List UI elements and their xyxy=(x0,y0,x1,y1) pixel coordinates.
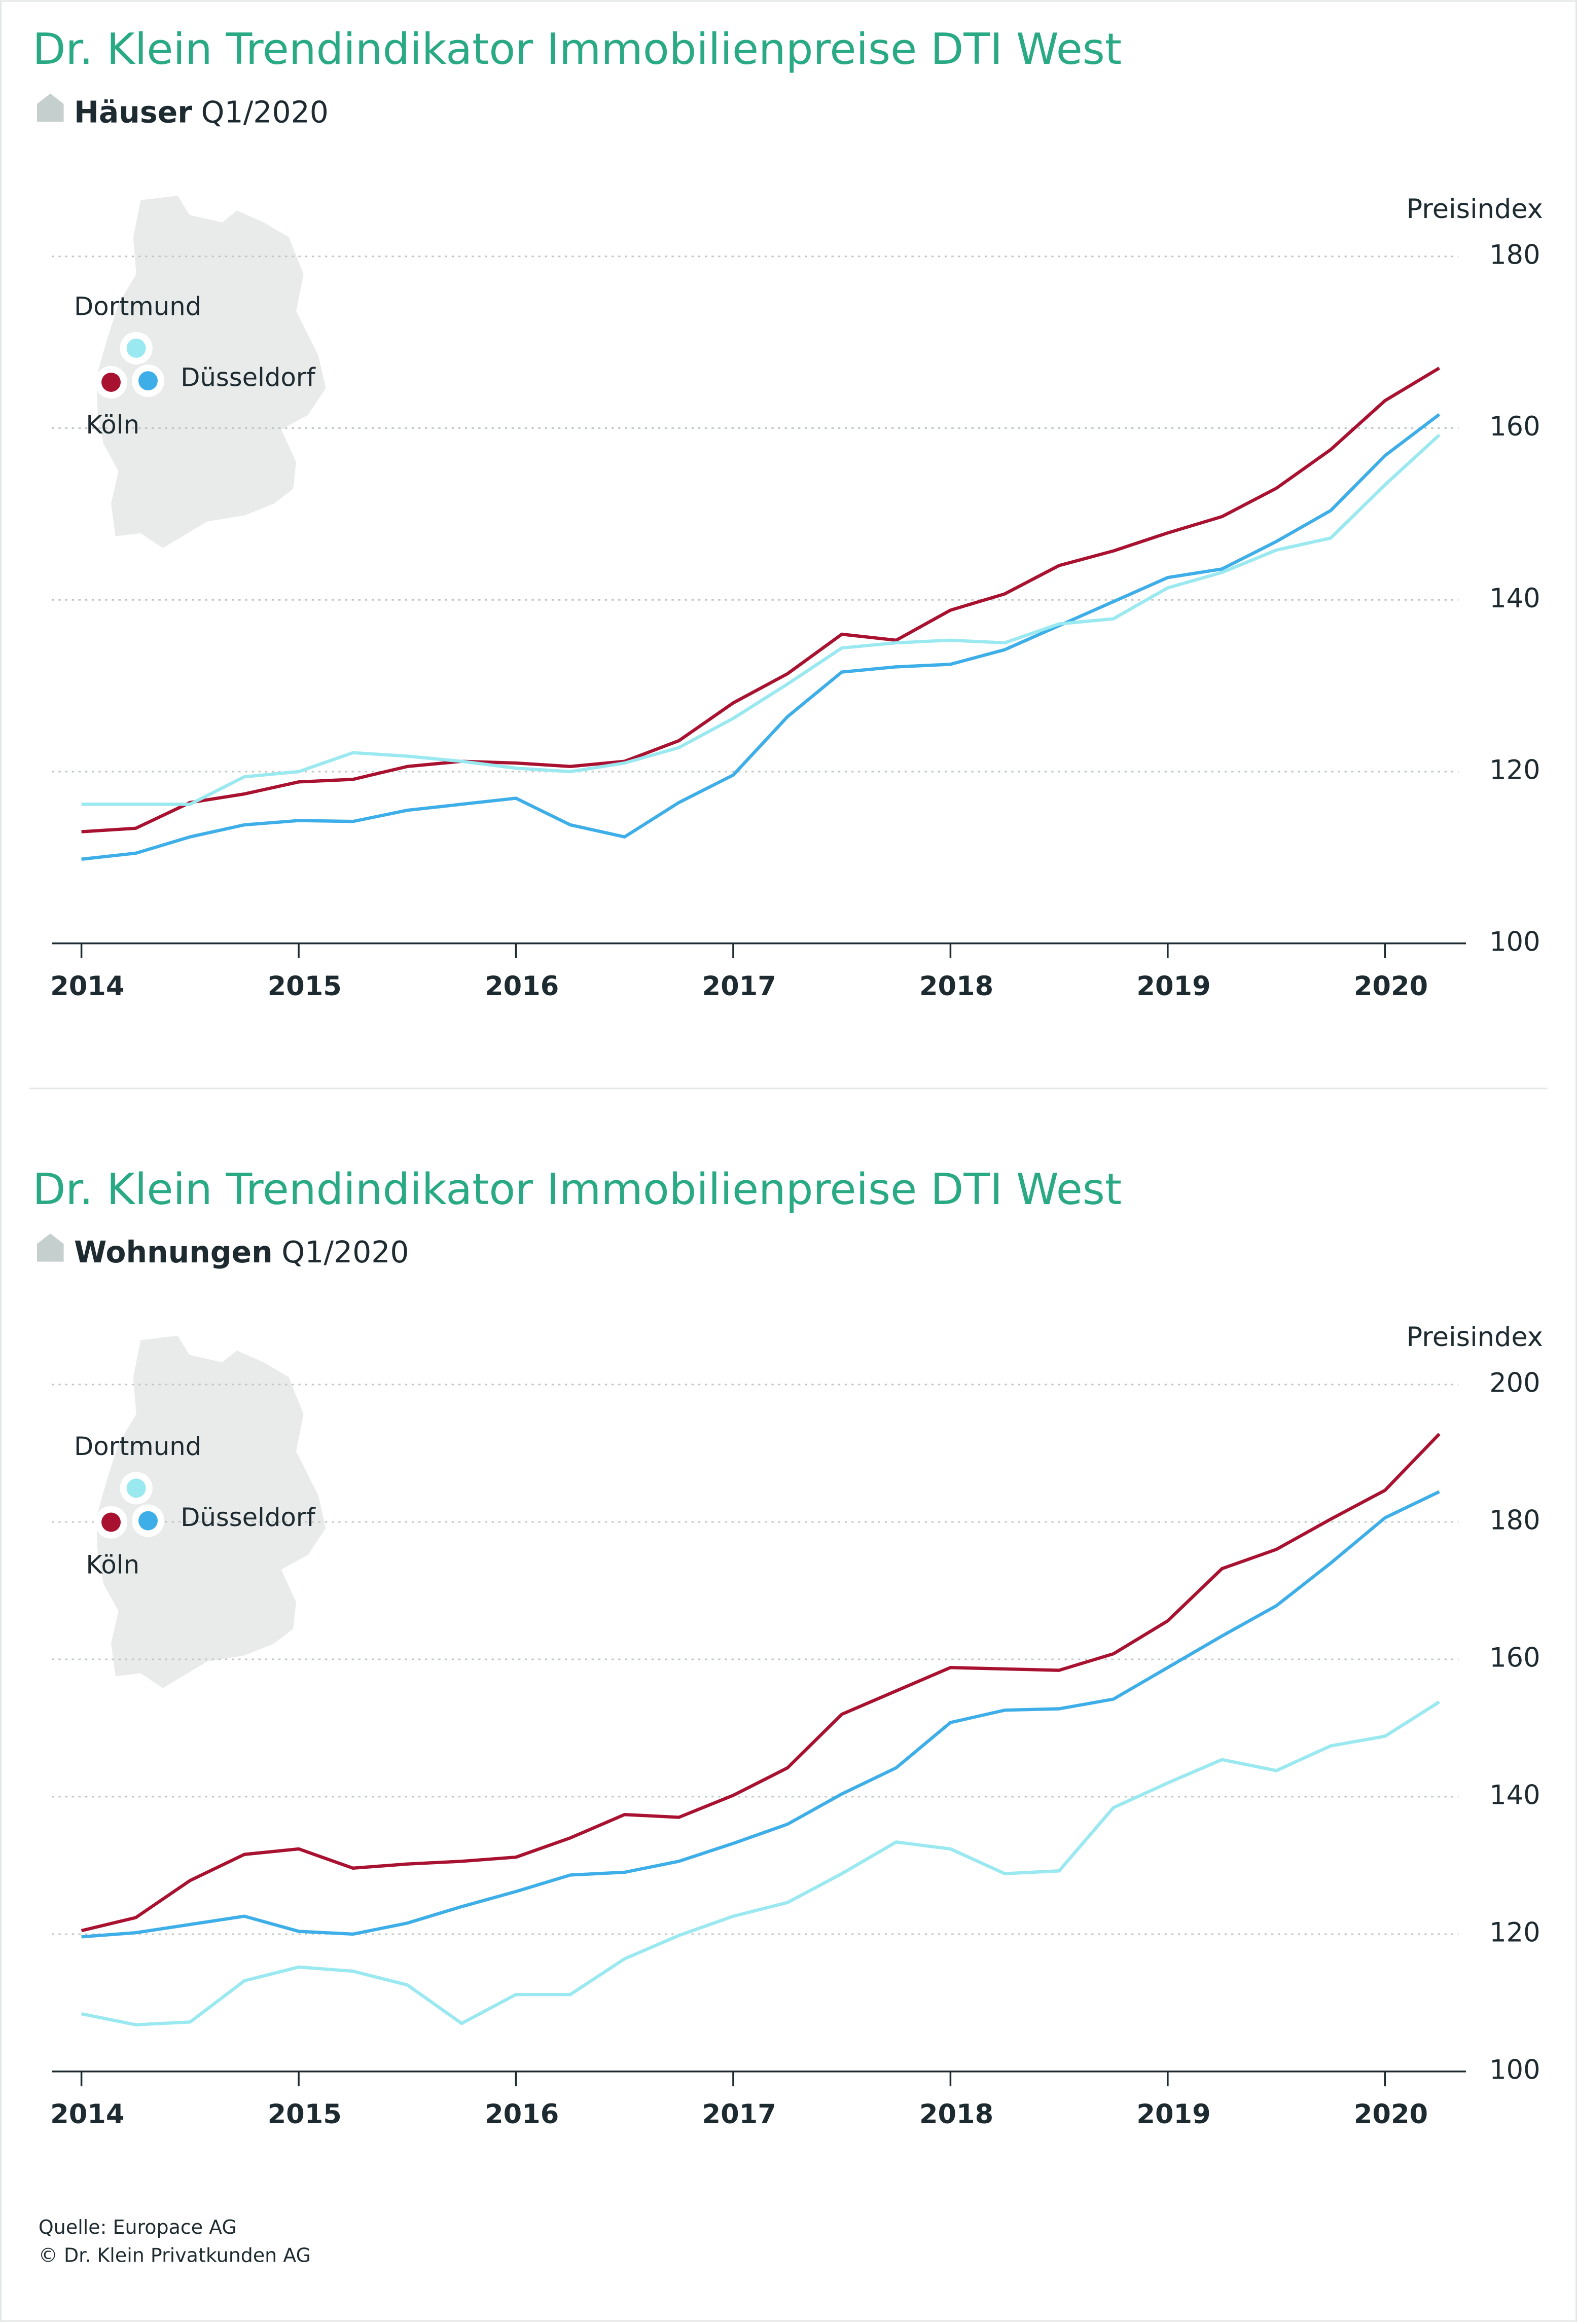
legend-dot xyxy=(138,371,158,391)
y-tick-label: 140 xyxy=(1489,1780,1540,1811)
y-tick-label: 120 xyxy=(1489,1917,1540,1948)
legend-dot xyxy=(101,1512,121,1532)
x-tick-label: 2020 xyxy=(1354,971,1428,1002)
x-tick-label: 2016 xyxy=(485,2099,559,2130)
y-tick-label: 140 xyxy=(1489,583,1540,614)
legend-dot xyxy=(138,1511,158,1531)
map-germany xyxy=(96,196,326,549)
map-germany xyxy=(96,1335,326,1688)
x-tick-label: 2020 xyxy=(1354,2099,1428,2130)
y-tick-label: 180 xyxy=(1489,1505,1540,1536)
x-tick-label: 2016 xyxy=(485,971,559,1002)
y-tick-label: 160 xyxy=(1489,411,1540,442)
legend-label: Dortmund xyxy=(74,1432,201,1461)
y-tick-label: 160 xyxy=(1489,1643,1540,1674)
series-line xyxy=(81,1433,1441,1933)
house-icon xyxy=(37,1233,64,1262)
y-axis-label: Preisindex xyxy=(1407,1322,1543,1353)
subtitle: Häuser Q1/2020 xyxy=(74,95,329,130)
x-tick-label: 2014 xyxy=(50,2099,124,2130)
subtitle: Wohnungen Q1/2020 xyxy=(74,1235,409,1269)
subtitle-bold: Häuser xyxy=(74,95,192,130)
copyright: © Dr. Klein Privatkunden AG xyxy=(39,2244,311,2266)
y-tick-label: 120 xyxy=(1489,755,1540,786)
series-line xyxy=(81,413,1441,861)
series-line xyxy=(81,367,1441,833)
chart-title: Dr. Klein Trendindikator Immobilienpreis… xyxy=(32,24,1122,74)
chart-title: Dr. Klein Trendindikator Immobilienpreis… xyxy=(32,1164,1122,1214)
series-line xyxy=(81,1700,1441,2026)
source: Quelle: Europace AG xyxy=(39,2216,237,2238)
x-tick-label: 2019 xyxy=(1136,971,1210,1002)
x-tick-label: 2015 xyxy=(268,2099,342,2130)
y-tick-label: 200 xyxy=(1489,1368,1540,1399)
x-tick-label: 2018 xyxy=(919,971,993,1002)
subtitle-date: Q1/2020 xyxy=(281,1235,409,1269)
y-axis-label: Preisindex xyxy=(1407,194,1543,225)
y-tick-label: 180 xyxy=(1489,239,1540,270)
legend-label: Köln xyxy=(86,1550,139,1580)
series-line xyxy=(81,433,1441,806)
legend-dot xyxy=(126,338,146,358)
legend-dot xyxy=(101,373,121,392)
x-tick-label: 2018 xyxy=(919,2099,993,2130)
legend-label: Düsseldorf xyxy=(181,1503,316,1532)
y-tick-label: 100 xyxy=(1489,926,1540,957)
legend-label: Köln xyxy=(86,410,139,440)
legend-dot xyxy=(126,1478,146,1498)
x-tick-label: 2017 xyxy=(702,971,776,1002)
legend-label: Düsseldorf xyxy=(181,363,316,392)
subtitle-bold: Wohnungen xyxy=(74,1235,273,1269)
legend-label: Dortmund xyxy=(74,292,201,321)
house-icon xyxy=(37,93,64,122)
subtitle-date: Q1/2020 xyxy=(201,95,329,130)
y-tick-label: 100 xyxy=(1489,2055,1540,2086)
x-tick-label: 2014 xyxy=(50,971,124,1002)
x-tick-label: 2017 xyxy=(702,2099,776,2130)
series-line xyxy=(81,1490,1440,1939)
x-tick-label: 2015 xyxy=(268,971,342,1002)
x-tick-label: 2019 xyxy=(1136,2099,1210,2130)
